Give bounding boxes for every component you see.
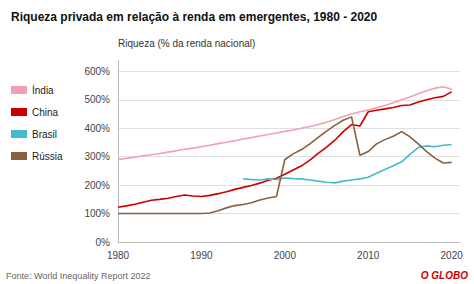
svg-text:Índia: Índia [32, 84, 54, 96]
svg-text:Rússia: Rússia [32, 151, 63, 162]
svg-text:2000: 2000 [274, 250, 297, 261]
svg-text:0%: 0% [96, 237, 111, 248]
svg-text:600%: 600% [84, 66, 110, 77]
svg-text:Riqueza privada em relação à r: Riqueza privada em relação à renda em em… [11, 10, 378, 24]
svg-text:Brasil: Brasil [32, 129, 57, 140]
svg-text:2010: 2010 [357, 250, 380, 261]
svg-text:200%: 200% [84, 180, 110, 191]
svg-text:300%: 300% [84, 151, 110, 162]
svg-text:China: China [32, 107, 59, 118]
svg-text:100%: 100% [84, 208, 110, 219]
svg-text:1990: 1990 [190, 250, 213, 261]
svg-text:2020: 2020 [441, 250, 464, 261]
svg-text:O GLOBO: O GLOBO [421, 270, 468, 281]
svg-text:Riqueza (% da renda nacional): Riqueza (% da renda nacional) [118, 38, 255, 49]
svg-text:Fonte: World Inequality Report: Fonte: World Inequality Report 2022 [6, 271, 150, 281]
svg-text:500%: 500% [84, 94, 110, 105]
svg-text:400%: 400% [84, 123, 110, 134]
svg-text:1980: 1980 [107, 250, 130, 261]
